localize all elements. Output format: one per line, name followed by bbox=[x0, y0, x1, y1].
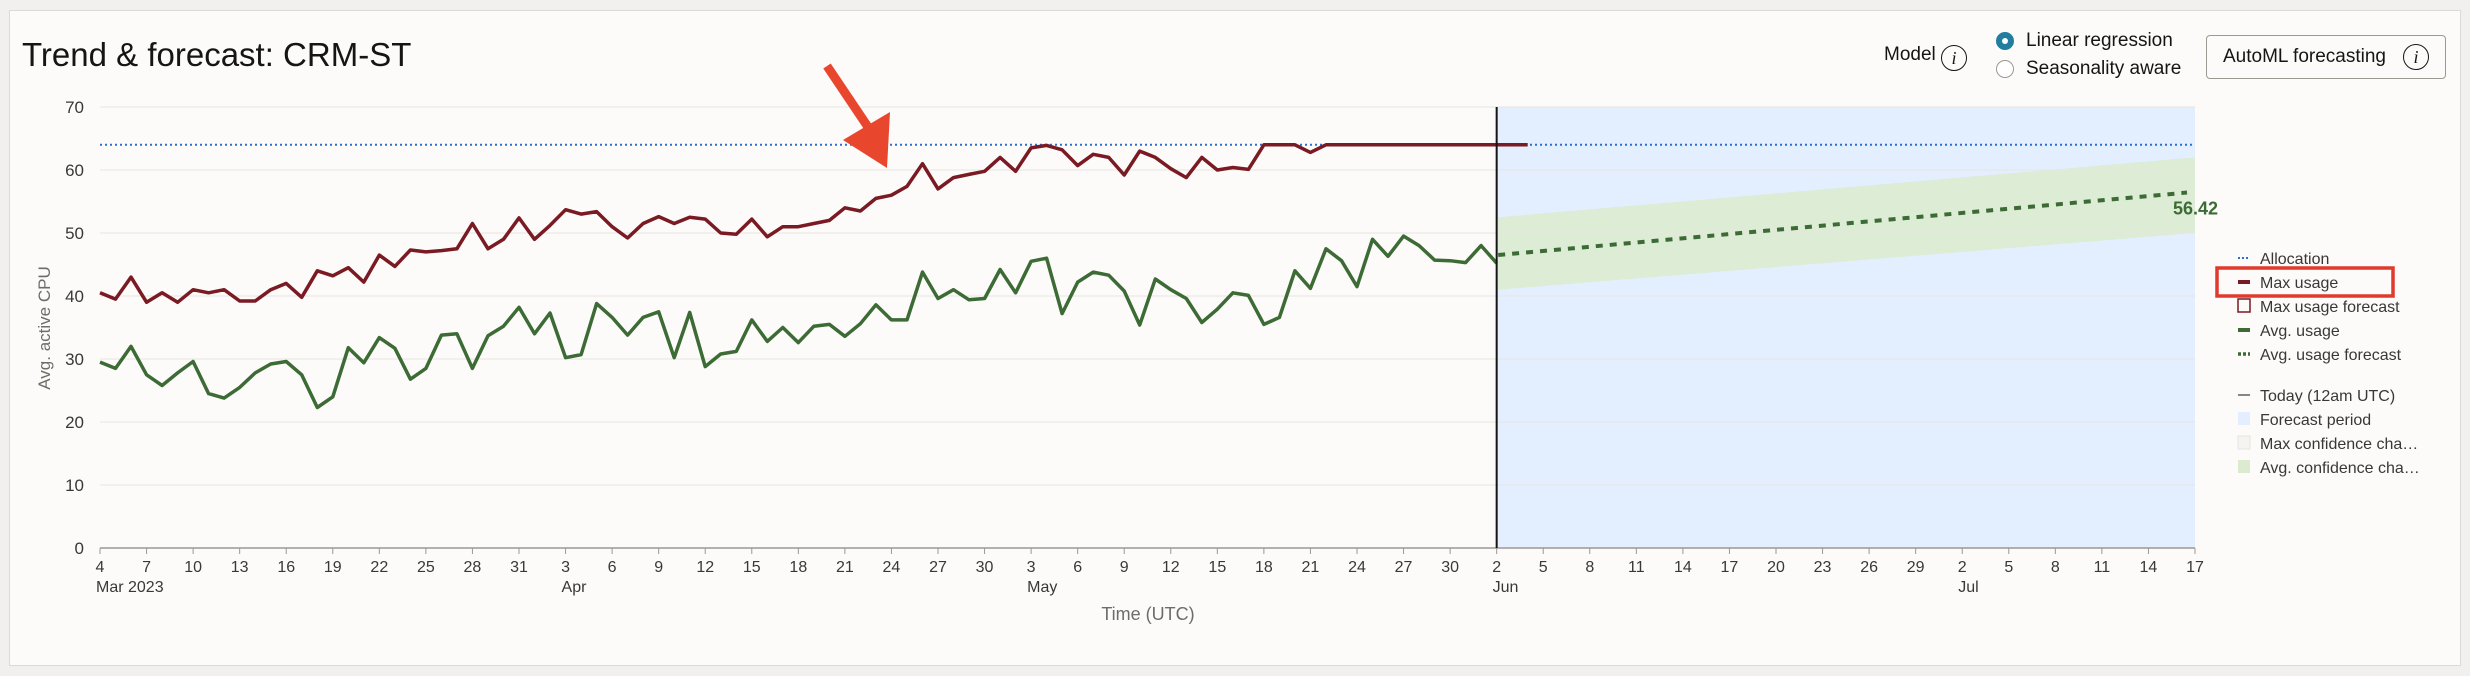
automl-button-label: AutoML forecasting bbox=[2223, 46, 2386, 67]
x-tick-label: 16 bbox=[277, 559, 295, 576]
y-tick-label: 50 bbox=[65, 224, 84, 243]
legend-label-max_confidence: Max confidence cha… bbox=[2260, 436, 2418, 453]
x-tick-label: 5 bbox=[1539, 559, 1548, 576]
x-tick-label: 29 bbox=[1907, 559, 1925, 576]
legend-label-allocation: Allocation bbox=[2260, 251, 2329, 268]
forecast-end-label: 56.42 bbox=[2173, 199, 2218, 219]
x-tick-label: 13 bbox=[231, 559, 249, 576]
x-tick-label: 8 bbox=[1585, 559, 1594, 576]
x-tick-label: 18 bbox=[1255, 559, 1273, 576]
x-tick-label: 11 bbox=[2094, 559, 2111, 576]
automl-forecasting-button[interactable]: AutoML forecasting i bbox=[2206, 35, 2446, 79]
x-tick-label: 24 bbox=[1348, 559, 1366, 576]
x-tick-label: 14 bbox=[2140, 559, 2158, 576]
y-tick-label: 40 bbox=[65, 287, 84, 306]
avg-usage-forecast-line bbox=[1498, 190, 2188, 258]
x-month-label: Jul bbox=[1958, 579, 1978, 596]
x-axis-label: Time (UTC) bbox=[1101, 604, 1194, 624]
legend-label-avg_forecast: Avg. usage forecast bbox=[2260, 347, 2402, 364]
legend-label-max_usage: Max usage bbox=[2260, 275, 2338, 292]
x-tick-label: 12 bbox=[696, 559, 714, 576]
max-usage-line bbox=[99, 143, 1528, 305]
x-tick-label: 4 bbox=[96, 559, 105, 576]
x-tick-label: 18 bbox=[789, 559, 807, 576]
x-tick-label: 17 bbox=[1721, 559, 1739, 576]
radio-seasonality-aware[interactable]: Seasonality aware bbox=[1996, 58, 2181, 80]
annotation-arrow-head bbox=[843, 112, 890, 168]
x-tick-label: 3 bbox=[1027, 559, 1036, 576]
legend-label-max_forecast: Max usage forecast bbox=[2260, 299, 2400, 316]
legend-label-forecast_period: Forecast period bbox=[2260, 412, 2371, 429]
x-tick-label: 6 bbox=[1073, 559, 1082, 576]
x-tick-label: 6 bbox=[608, 559, 617, 576]
x-tick-label: 9 bbox=[654, 559, 663, 576]
x-tick-label: 28 bbox=[464, 559, 482, 576]
legend-label-today: Today (12am UTC) bbox=[2260, 388, 2395, 405]
model-label: Model bbox=[1884, 44, 1936, 65]
x-tick-label: 31 bbox=[510, 559, 528, 576]
radio-linear-regression[interactable]: Linear regression bbox=[1996, 30, 2173, 52]
radio-label-linear: Linear regression bbox=[2026, 30, 2173, 51]
automl-info-icon[interactable]: i bbox=[2403, 44, 2429, 70]
x-tick-label: 12 bbox=[1162, 559, 1180, 576]
x-tick-label: 2 bbox=[1492, 559, 1501, 576]
legend-swatch bbox=[2238, 460, 2250, 473]
x-tick-label: 5 bbox=[2004, 559, 2013, 576]
legend-label-avg_confidence: Avg. confidence cha… bbox=[2260, 460, 2420, 477]
x-tick-label: 21 bbox=[1302, 559, 1320, 576]
x-tick-label: 22 bbox=[370, 559, 388, 576]
x-tick-label: 3 bbox=[561, 559, 570, 576]
legend-swatch bbox=[2237, 435, 2251, 450]
x-tick-label: 20 bbox=[1767, 559, 1785, 576]
x-tick-label: 17 bbox=[2186, 559, 2204, 576]
y-tick-label: 10 bbox=[65, 476, 84, 495]
x-tick-label: 8 bbox=[2051, 559, 2060, 576]
avg-usage-line bbox=[99, 234, 1499, 410]
legend-swatch bbox=[2238, 412, 2250, 425]
radio-label-seasonality: Seasonality aware bbox=[2026, 58, 2182, 79]
radio-unselected-icon[interactable] bbox=[1996, 60, 2014, 78]
y-tick-label: 70 bbox=[65, 98, 84, 117]
annotation-arrow-shaft bbox=[823, 63, 874, 133]
x-tick-label: 27 bbox=[1395, 559, 1413, 576]
y-tick-label: 0 bbox=[75, 539, 84, 558]
x-tick-label: 26 bbox=[1860, 559, 1878, 576]
x-tick-label: 21 bbox=[836, 559, 854, 576]
x-tick-label: 15 bbox=[743, 559, 761, 576]
x-tick-label: 19 bbox=[324, 559, 342, 576]
x-tick-label: 24 bbox=[883, 559, 901, 576]
model-info-icon[interactable]: i bbox=[1941, 45, 1967, 71]
page-title: Trend & forecast: CRM-ST bbox=[22, 36, 412, 73]
legend-highlight-box bbox=[2215, 266, 2395, 298]
x-tick-label: 15 bbox=[1208, 559, 1226, 576]
x-tick-label: 10 bbox=[184, 559, 202, 576]
x-tick-label: 11 bbox=[1628, 559, 1645, 576]
avg-confidence-band bbox=[1498, 157, 2195, 290]
x-tick-label: 27 bbox=[929, 559, 947, 576]
legend-swatch bbox=[2237, 298, 2251, 313]
x-tick-label: 30 bbox=[976, 559, 994, 576]
y-tick-label: 30 bbox=[65, 350, 84, 369]
x-month-label: Apr bbox=[562, 579, 588, 596]
x-tick-label: 2 bbox=[1958, 559, 1967, 576]
y-tick-label: 60 bbox=[65, 161, 84, 180]
x-month-label: May bbox=[1027, 579, 1057, 596]
x-tick-label: 7 bbox=[142, 559, 151, 576]
y-tick-label: 20 bbox=[65, 413, 84, 432]
x-tick-label: 25 bbox=[417, 559, 435, 576]
x-month-label: Mar 2023 bbox=[96, 579, 164, 596]
radio-selected-icon[interactable] bbox=[1996, 32, 2014, 50]
y-axis-label: Avg. active CPU bbox=[35, 266, 54, 389]
x-tick-label: 9 bbox=[1120, 559, 1129, 576]
x-tick-label: 14 bbox=[1674, 559, 1692, 576]
x-month-label: Jun bbox=[1493, 579, 1519, 596]
legend-label-avg_usage: Avg. usage bbox=[2260, 323, 2340, 340]
x-tick-label: 23 bbox=[1814, 559, 1832, 576]
x-tick-label: 30 bbox=[1441, 559, 1459, 576]
